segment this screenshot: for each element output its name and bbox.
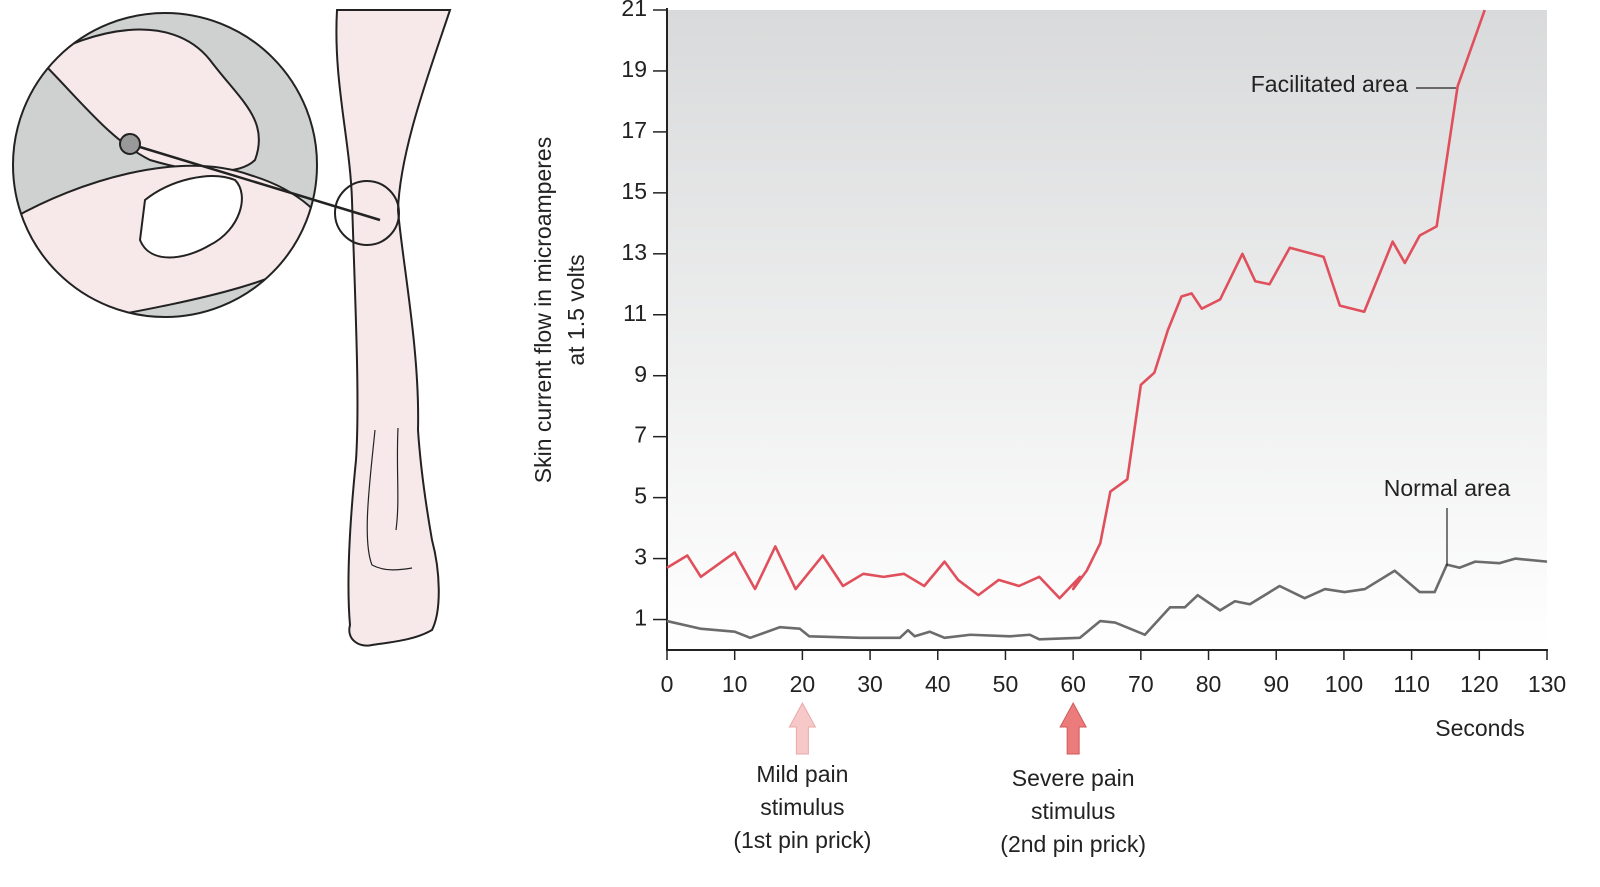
x-tick-label: 20 bbox=[790, 671, 816, 697]
y-tick-label: 15 bbox=[621, 178, 647, 204]
stimulus-label: (1st pin prick) bbox=[733, 827, 871, 853]
series-label: Normal area bbox=[1384, 475, 1511, 501]
x-tick-label: 0 bbox=[661, 671, 674, 697]
x-tick-label: 80 bbox=[1196, 671, 1222, 697]
x-axis-label: Seconds bbox=[1435, 715, 1525, 741]
x-tick-label: 70 bbox=[1128, 671, 1154, 697]
x-tick-label: 90 bbox=[1263, 671, 1289, 697]
series-label: Facilitated area bbox=[1251, 71, 1408, 97]
y-tick-label: 13 bbox=[621, 239, 647, 265]
y-tick-label: 17 bbox=[621, 117, 647, 143]
y-tick-label: 21 bbox=[621, 0, 647, 21]
page: {"chart_data": {"type": "line", "ylabel"… bbox=[0, 0, 1600, 882]
stimulus-label: stimulus bbox=[760, 794, 844, 820]
stimulus-label: Mild pain bbox=[756, 761, 848, 787]
y-tick-label: 9 bbox=[634, 361, 647, 387]
y-tick-label: 5 bbox=[634, 483, 647, 509]
x-tick-label: 10 bbox=[722, 671, 748, 697]
x-tick-label: 60 bbox=[1060, 671, 1086, 697]
plot-background bbox=[667, 10, 1547, 650]
x-tick-label: 50 bbox=[993, 671, 1019, 697]
x-tick-label: 120 bbox=[1460, 671, 1498, 697]
x-tick-label: 130 bbox=[1528, 671, 1566, 697]
stimulus-arrow bbox=[1060, 703, 1086, 754]
illustration bbox=[10, 10, 450, 646]
stimulus-label: stimulus bbox=[1031, 798, 1115, 824]
figure: Skin current flow in microamperes at 1.5… bbox=[0, 0, 1600, 882]
y-tick-label: 7 bbox=[634, 422, 647, 448]
y-tick-label: 11 bbox=[623, 300, 647, 326]
x-tick-label: 30 bbox=[857, 671, 883, 697]
y-tick-label: 1 bbox=[634, 605, 647, 631]
stimulus-label: (2nd pin prick) bbox=[1000, 831, 1146, 857]
stimulus-label: Severe pain bbox=[1012, 765, 1135, 791]
y-tick-label: 3 bbox=[634, 544, 647, 570]
y-axis-label: at 1.5 volts bbox=[563, 254, 589, 365]
x-tick-label: 110 bbox=[1393, 671, 1430, 697]
y-axis-label: Skin current flow in microamperes bbox=[530, 137, 556, 483]
x-tick-label: 40 bbox=[925, 671, 951, 697]
stimulus-arrow bbox=[789, 703, 815, 754]
y-tick-label: 19 bbox=[621, 56, 647, 82]
x-tick-label: 100 bbox=[1325, 671, 1363, 697]
